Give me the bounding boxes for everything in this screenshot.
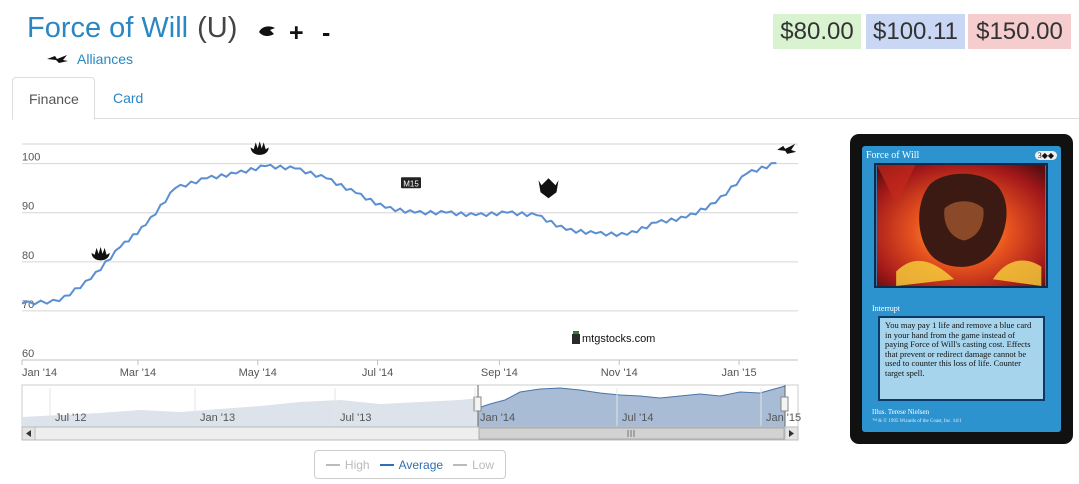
navigator-tick-label: Jul '12 [55, 412, 86, 424]
alliances-set-icon [259, 26, 275, 37]
y-tick-label: 90 [22, 201, 34, 213]
set-row: Alliances [47, 51, 133, 67]
average-price-badge: $100.11 [866, 14, 965, 49]
navigator-tick-label: Jan '14 [480, 412, 515, 424]
card-image: Force of Will 3◆◆ Interrupt You may pay … [850, 134, 1073, 444]
x-tick-label: May '14 [239, 367, 277, 379]
legend-low-label: Low [472, 457, 495, 472]
tab-bar: Finance Card [12, 77, 1079, 120]
card-rules-text: You may pay 1 life and remove a blue car… [878, 316, 1045, 401]
legend-average-label: Average [398, 457, 444, 472]
chart-navigator[interactable]: Jul '12 Jan '13 Jul '13 Jan '14 Jul '14 Jan '… [21, 384, 801, 441]
legend-item-high[interactable]: High [325, 457, 370, 472]
add-to-portfolio-button[interactable]: + [289, 19, 304, 47]
navigator-tick-label: Jan '13 [200, 412, 235, 424]
x-tick-label: Sep '14 [481, 367, 518, 379]
set-release-markers: M15 [91, 141, 797, 261]
chart-grid [22, 143, 798, 361]
legend-low-swatch [453, 463, 468, 466]
remove-from-portfolio-button[interactable]: - [322, 19, 331, 47]
svg-text:M15: M15 [403, 179, 419, 188]
scroll-right-arrow-icon [789, 430, 794, 437]
navigator-selected-area [477, 385, 786, 428]
card-copyright: ™ & © 1995 Wizards of the Coast, Inc. 14… [872, 419, 962, 424]
high-price-badge: $150.00 [968, 14, 1071, 49]
tab-finance[interactable]: Finance [12, 77, 95, 120]
chart-legend: High Average Low [314, 450, 506, 479]
x-tick-label: Jul '14 [362, 367, 393, 379]
khans-of-tarkir-icon[interactable] [538, 178, 559, 199]
x-axis-ticks: Jan '14 Mar '14 May '14 Jul '14 Sep '14 Nov '… [21, 360, 757, 379]
watermark-logo-accent [573, 331, 579, 334]
legend-high-label: High [344, 457, 370, 472]
navigator-history-area [22, 398, 478, 427]
card-face: Force of Will 3◆◆ Interrupt You may pay … [862, 146, 1061, 432]
navigator-right-handle[interactable] [780, 396, 789, 412]
navigator-tick-label: Jul '13 [340, 412, 371, 424]
alliances-icon [47, 55, 68, 63]
y-tick-label: 60 [22, 348, 34, 360]
legend-high-swatch [325, 463, 340, 466]
navigator-ticks: Jul '12 Jan '13 Jul '13 Jan '14 Jul '14 Jan '… [49, 388, 801, 426]
card-image-title: Force of Will [866, 149, 920, 161]
average-price-line [21, 162, 777, 306]
legend-item-average[interactable]: Average [379, 457, 444, 472]
legend-item-low[interactable]: Low [453, 458, 494, 472]
x-tick-label: Jan '14 [22, 367, 57, 379]
set-link[interactable]: Alliances [77, 51, 134, 67]
card-mana-cost: 3◆◆ [1034, 150, 1057, 160]
card-image-title-bar: Force of Will 3◆◆ [866, 148, 1057, 162]
card-name[interactable]: Force of Will [27, 12, 189, 44]
card-illustrator: Illus. Terese Nielsen [872, 408, 930, 416]
navigator-tick-label: Jul '14 [622, 412, 653, 424]
watermark-text: mtgstocks.com [582, 333, 655, 345]
navigator-left-handle[interactable] [473, 396, 482, 412]
m15-icon[interactable]: M15 [401, 177, 421, 189]
card-title: Force of Will (U) [27, 12, 237, 52]
card-rarity: (U) [197, 12, 238, 44]
y-tick-label: 100 [22, 152, 40, 164]
navigator-tick-label: Jan '15 [766, 412, 801, 424]
watermark-group: mtgstocks.com [572, 331, 655, 345]
card-type-line: Interrupt [872, 304, 900, 313]
journey-into-nyx-icon[interactable] [250, 141, 269, 155]
scroll-left-arrow-icon [26, 430, 31, 437]
legend-average-swatch [379, 463, 394, 466]
x-tick-label: Nov '14 [601, 367, 638, 379]
low-price-badge: $80.00 [773, 14, 861, 49]
card-artwork [874, 163, 1048, 288]
y-tick-label: 80 [22, 250, 34, 262]
watermark-logo-icon [572, 334, 580, 344]
tab-card[interactable]: Card [113, 90, 144, 106]
x-tick-label: Mar '14 [120, 367, 156, 379]
x-tick-label: Jan '15 [721, 367, 756, 379]
born-of-the-gods-icon[interactable] [91, 246, 110, 261]
scrollbar-grip-icon [627, 430, 635, 437]
alliances-icon[interactable] [777, 143, 797, 154]
